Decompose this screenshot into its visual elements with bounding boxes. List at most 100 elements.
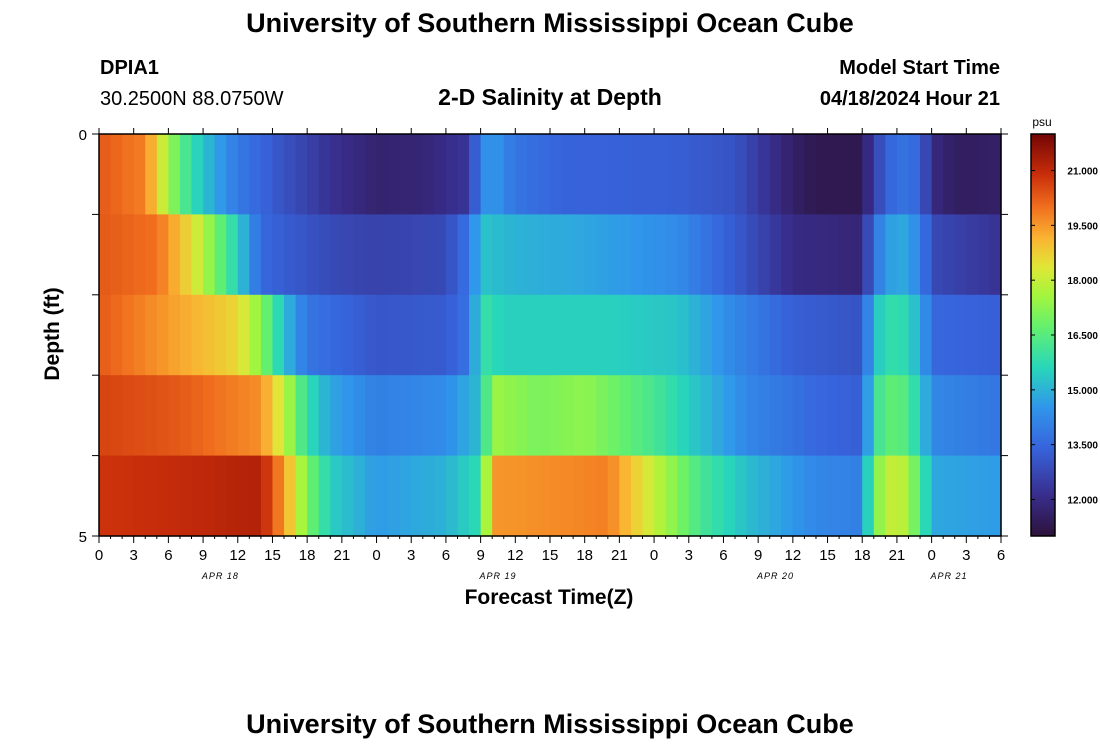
heatmap-cell (249, 294, 262, 376)
heatmap-cell (237, 455, 250, 537)
heatmap-cell (445, 294, 459, 376)
heatmap-cell (758, 455, 771, 537)
date-label: APR 18 (201, 571, 239, 581)
heatmap-cell (896, 214, 910, 296)
heatmap-cell (665, 375, 678, 457)
heatmap-cell (492, 134, 505, 215)
heatmap-cell (526, 134, 540, 215)
heatmap-cell (908, 134, 921, 215)
heatmap-cell (654, 134, 667, 215)
heatmap-cell (769, 375, 782, 457)
station-id: DPIA1 (100, 57, 159, 79)
heatmap-cell (931, 294, 944, 376)
heatmap-cell (711, 375, 725, 457)
heatmap-cell (295, 134, 308, 215)
heatmap-cell (214, 134, 227, 215)
x-tick-label: 0 (927, 547, 935, 564)
heatmap-cell (630, 455, 644, 537)
heatmap-cell (295, 455, 308, 537)
heatmap-cell (989, 214, 1002, 296)
heatmap-cell (954, 214, 967, 296)
heatmap-cell (480, 214, 493, 296)
x-tick-label: 21 (611, 547, 628, 564)
heatmap-cell (145, 375, 158, 457)
y-axis: 05 (79, 127, 1008, 546)
heatmap-cell (145, 214, 158, 296)
heatmap-cell (284, 134, 297, 215)
heatmap-cell (388, 455, 401, 537)
x-tick-label: 12 (785, 547, 802, 564)
heatmap-cell (688, 375, 701, 457)
salinity-heatmap-chart: 0 3 6 9 12 15 18 21 0 3 6 9 12 15 18 21 0 3 6 9 12 15 18 21 0 3 6 A… (41, 115, 1098, 609)
heatmap-cell (596, 214, 609, 296)
heatmap-cell (908, 455, 921, 537)
x-tick-label: 12 (229, 547, 246, 564)
heatmap-cell (133, 294, 146, 376)
heatmap-cell (642, 134, 655, 215)
heatmap-cell (792, 294, 806, 376)
heatmap-cell (989, 294, 1002, 376)
heatmap-cell (815, 134, 829, 215)
heatmap-cell (445, 455, 459, 537)
heatmap-cell (873, 294, 886, 376)
x-tick-label: 6 (442, 547, 450, 564)
heatmap-cell (758, 375, 771, 457)
heatmap-cell (168, 455, 181, 537)
colorbar-tick-label: 15.000 (1067, 386, 1098, 397)
heatmap-cell (341, 455, 355, 537)
heatmap-cell (445, 134, 459, 215)
heatmap-cell (399, 134, 412, 215)
heatmap-cell (758, 294, 771, 376)
heatmap-cell (677, 294, 690, 376)
heatmap-cell (99, 294, 112, 376)
heatmap-cell (191, 294, 204, 376)
heatmap-cell (665, 455, 678, 537)
heatmap-cell (735, 294, 748, 376)
heatmap-cell (492, 294, 505, 376)
heatmap-cell (388, 294, 401, 376)
heatmap-cell (411, 375, 424, 457)
heatmap-cell (203, 455, 216, 537)
heatmap-cell (769, 134, 782, 215)
x-tick-label: 18 (299, 547, 316, 564)
heatmap-cell (422, 375, 435, 457)
heatmap-cell (399, 455, 412, 537)
heatmap-cell (885, 294, 898, 376)
colorbar-tick-label: 21.000 (1067, 167, 1098, 178)
heatmap-cell (399, 375, 412, 457)
heatmap-cell (515, 455, 528, 537)
x-tick-label: 6 (719, 547, 727, 564)
heatmap-cell (353, 455, 366, 537)
heatmap-cell (746, 134, 759, 215)
heatmap-cell (422, 134, 435, 215)
x-tick-label: 3 (130, 547, 138, 564)
x-tick-label: 3 (407, 547, 415, 564)
colorbar-tick-label: 18.000 (1067, 276, 1098, 287)
heatmap-cell (654, 375, 667, 457)
heatmap-cell (434, 134, 447, 215)
heatmap-cell (966, 375, 979, 457)
heatmap-cell (966, 455, 979, 537)
heatmap-cell (492, 455, 505, 537)
heatmap-cell (237, 214, 250, 296)
date-label: APR 20 (756, 571, 794, 581)
model-start-value: 04/18/2024 Hour 21 (819, 88, 1000, 110)
heatmap-cell (931, 134, 944, 215)
heatmap-cell (179, 214, 193, 296)
heatmap-cell (630, 214, 644, 296)
heatmap-cell (399, 294, 412, 376)
x-tick-label: 18 (854, 547, 871, 564)
heatmap-cell (561, 134, 574, 215)
heatmap-cell (110, 294, 123, 376)
heatmap-cell (388, 214, 401, 296)
heatmap-cell (364, 294, 378, 376)
heatmap-cell (445, 375, 459, 457)
heatmap-cell (630, 294, 644, 376)
heatmap-cell (515, 294, 528, 376)
heatmap-cell (295, 214, 308, 296)
heatmap-cell (943, 294, 956, 376)
heatmap-cell (284, 214, 297, 296)
heatmap-cell (827, 375, 840, 457)
heatmap-cell (399, 214, 412, 296)
heatmap-cell (584, 375, 597, 457)
